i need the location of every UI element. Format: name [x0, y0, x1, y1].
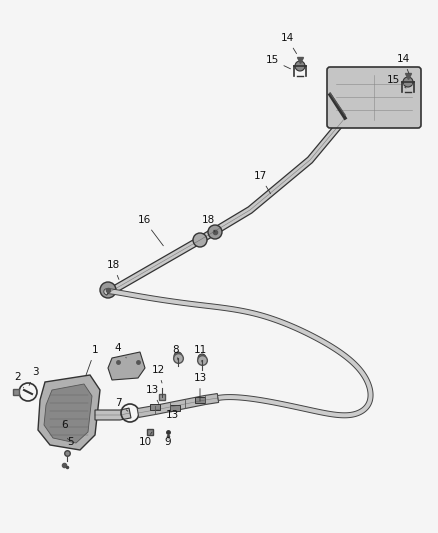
Text: 9: 9 [165, 437, 171, 447]
Circle shape [403, 77, 413, 87]
Text: 17: 17 [253, 171, 271, 193]
Polygon shape [137, 393, 219, 417]
Polygon shape [95, 408, 131, 420]
Text: 3: 3 [29, 367, 38, 385]
Text: 15: 15 [386, 75, 406, 88]
Text: 2: 2 [15, 372, 24, 387]
Text: 8: 8 [173, 345, 179, 360]
Text: 18: 18 [106, 260, 120, 279]
Circle shape [295, 61, 305, 71]
Bar [170, 405, 180, 411]
Polygon shape [106, 116, 348, 296]
FancyBboxPatch shape [327, 67, 421, 128]
Circle shape [193, 233, 207, 247]
Text: 18: 18 [201, 215, 215, 232]
Circle shape [174, 352, 182, 360]
Text: 15: 15 [265, 55, 290, 69]
Polygon shape [44, 384, 92, 443]
Text: 14: 14 [280, 33, 297, 54]
Circle shape [198, 354, 206, 362]
Polygon shape [108, 352, 145, 380]
Text: 7: 7 [115, 398, 128, 411]
Polygon shape [38, 375, 100, 450]
Bar [195, 397, 205, 403]
Bar [150, 404, 160, 410]
Text: 13: 13 [193, 373, 207, 401]
Text: 5: 5 [67, 437, 73, 447]
Circle shape [100, 282, 116, 298]
Polygon shape [104, 289, 373, 418]
Text: 14: 14 [396, 54, 410, 74]
Circle shape [208, 225, 222, 239]
Text: 10: 10 [138, 432, 152, 447]
Text: 4: 4 [115, 343, 126, 358]
Text: 1: 1 [86, 345, 98, 375]
Text: 13: 13 [145, 385, 159, 403]
Text: 16: 16 [138, 215, 163, 246]
Text: 11: 11 [193, 345, 207, 362]
Text: 12: 12 [152, 365, 165, 383]
Text: 13: 13 [166, 410, 179, 420]
Text: 6: 6 [62, 420, 68, 430]
